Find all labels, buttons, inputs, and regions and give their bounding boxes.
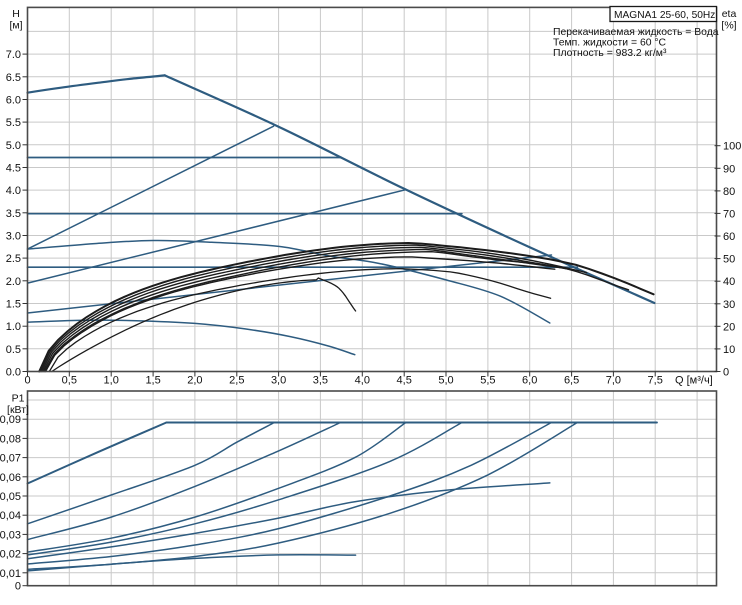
svg-text:H: H: [12, 8, 20, 20]
svg-text:3,0: 3,0: [271, 375, 286, 387]
svg-text:0,04: 0,04: [0, 510, 21, 522]
svg-text:4,0: 4,0: [355, 375, 370, 387]
svg-text:2,5: 2,5: [229, 375, 244, 387]
svg-text:5.5: 5.5: [6, 117, 21, 129]
svg-text:eta: eta: [722, 8, 737, 20]
svg-text:7.0: 7.0: [6, 49, 21, 61]
svg-text:7,0: 7,0: [606, 375, 621, 387]
svg-text:60: 60: [723, 231, 735, 243]
svg-text:0,05: 0,05: [0, 491, 21, 503]
svg-text:0,01: 0,01: [0, 568, 21, 580]
svg-text:30: 30: [723, 299, 735, 311]
svg-text:50: 50: [723, 254, 735, 266]
svg-text:6,0: 6,0: [522, 375, 537, 387]
svg-text:0,08: 0,08: [0, 433, 21, 445]
svg-text:[%]: [%]: [721, 20, 736, 32]
svg-text:0: 0: [15, 581, 21, 593]
svg-text:MAGNA1 25-60, 50Hz: MAGNA1 25-60, 50Hz: [614, 10, 715, 21]
svg-text:3,5: 3,5: [313, 375, 328, 387]
svg-text:2,0: 2,0: [187, 375, 202, 387]
svg-text:70: 70: [723, 208, 735, 220]
svg-text:6.5: 6.5: [6, 72, 21, 84]
svg-text:90: 90: [723, 163, 735, 175]
svg-text:3.0: 3.0: [6, 231, 21, 243]
svg-text:6,5: 6,5: [564, 375, 579, 387]
svg-text:Темп. жидкости = 60 °C: Темп. жидкости = 60 °C: [553, 38, 667, 49]
svg-text:6.0: 6.0: [6, 95, 21, 107]
svg-text:2.5: 2.5: [6, 253, 21, 265]
svg-text:1.0: 1.0: [6, 321, 21, 333]
svg-text:[кВт]: [кВт]: [7, 404, 29, 416]
svg-text:4,5: 4,5: [397, 375, 412, 387]
svg-text:40: 40: [723, 276, 735, 288]
svg-text:7,5: 7,5: [648, 375, 663, 387]
svg-text:0,09: 0,09: [0, 414, 21, 426]
svg-text:100: 100: [723, 141, 741, 153]
svg-text:Перекачиваемая жидкость = Вода: Перекачиваемая жидкость = Вода: [553, 27, 719, 38]
svg-text:Плотность = 983.2 кг/м³: Плотность = 983.2 кг/м³: [553, 48, 667, 59]
svg-text:1.5: 1.5: [6, 299, 21, 311]
svg-text:5,0: 5,0: [438, 375, 453, 387]
svg-text:0,5: 0,5: [62, 375, 77, 387]
svg-text:0,06: 0,06: [0, 472, 21, 484]
svg-text:0,03: 0,03: [0, 529, 21, 541]
svg-text:1,0: 1,0: [104, 375, 119, 387]
svg-text:0.0: 0.0: [6, 367, 21, 379]
svg-text:20: 20: [723, 321, 735, 333]
svg-text:10: 10: [723, 344, 735, 356]
svg-text:5.0: 5.0: [6, 140, 21, 152]
svg-text:0: 0: [723, 367, 729, 379]
svg-text:80: 80: [723, 186, 735, 198]
svg-text:Q [м³/ч]: Q [м³/ч]: [675, 375, 713, 387]
svg-text:1,5: 1,5: [145, 375, 160, 387]
svg-text:0: 0: [24, 375, 30, 387]
svg-text:[м]: [м]: [9, 20, 22, 32]
svg-text:0.5: 0.5: [6, 344, 21, 356]
svg-text:2.0: 2.0: [6, 276, 21, 288]
svg-text:3.5: 3.5: [6, 208, 21, 220]
svg-text:P1: P1: [12, 393, 25, 405]
svg-text:0,07: 0,07: [0, 453, 21, 465]
svg-text:4.0: 4.0: [6, 185, 21, 197]
svg-text:0,02: 0,02: [0, 549, 21, 561]
svg-text:4.5: 4.5: [6, 163, 21, 175]
svg-text:5,5: 5,5: [480, 375, 495, 387]
